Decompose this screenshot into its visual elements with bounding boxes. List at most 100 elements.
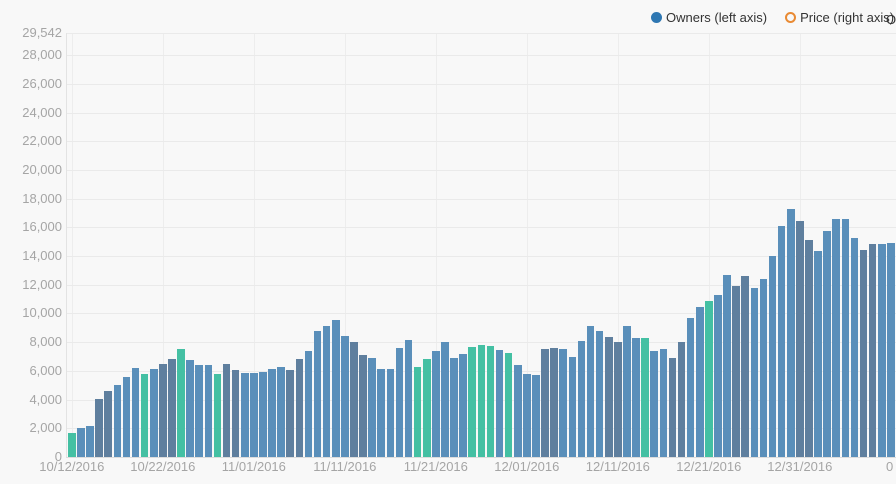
owners-bar[interactable] — [632, 338, 640, 457]
owners-bar[interactable] — [504, 353, 513, 457]
owners-bar[interactable] — [168, 359, 176, 457]
owners-bar[interactable] — [213, 374, 222, 457]
owners-bar[interactable] — [550, 348, 558, 457]
owners-bar[interactable] — [650, 351, 659, 457]
vertical-gridline — [71, 33, 73, 457]
legend-item-price[interactable]: Price (right axis) — [785, 10, 894, 25]
owners-bar[interactable] — [805, 240, 813, 457]
owners-bar[interactable] — [604, 337, 613, 457]
owners-bar[interactable] — [568, 357, 577, 457]
owners-bar[interactable] — [131, 368, 140, 457]
owners-bar[interactable] — [541, 349, 549, 457]
owners-bar[interactable] — [877, 244, 886, 457]
owners-bar[interactable] — [322, 326, 331, 457]
owners-bar[interactable] — [304, 351, 313, 457]
owners-bar[interactable] — [86, 426, 94, 457]
owners-bar[interactable] — [532, 375, 540, 457]
owners-bar[interactable] — [68, 433, 76, 457]
owners-bar[interactable] — [331, 320, 340, 457]
owners-bar[interactable] — [149, 369, 158, 457]
owners-bar[interactable] — [841, 219, 850, 457]
owners-bar[interactable] — [887, 243, 895, 457]
y-axis-label: 14,000 — [22, 248, 62, 263]
owners-bar[interactable] — [422, 359, 431, 457]
owners-bar[interactable] — [586, 326, 595, 457]
owners-bar[interactable] — [796, 221, 804, 457]
owners-bar[interactable] — [195, 365, 204, 457]
owners-bar[interactable] — [140, 374, 149, 457]
owners-bar[interactable] — [850, 238, 859, 457]
owners-bar[interactable] — [295, 359, 304, 457]
owners-bar[interactable] — [259, 372, 267, 457]
owners-bar[interactable] — [104, 391, 113, 457]
owners-bar[interactable] — [204, 365, 213, 457]
owners-bar[interactable] — [77, 428, 85, 457]
owners-bar[interactable] — [177, 349, 185, 457]
legend-item-owners[interactable]: Owners (left axis) — [651, 10, 767, 25]
owners-bar[interactable] — [832, 219, 841, 457]
owners-bar[interactable] — [486, 346, 495, 457]
owners-bar[interactable] — [313, 331, 322, 457]
owners-bar[interactable] — [786, 209, 795, 457]
owners-bar[interactable] — [413, 367, 422, 457]
x-axis-label: 10/22/2016 — [130, 459, 196, 474]
owners-bar[interactable] — [386, 369, 395, 457]
owners-bar[interactable] — [523, 374, 531, 457]
owners-bar[interactable] — [750, 288, 759, 457]
owners-bar[interactable] — [231, 370, 240, 457]
owners-bar[interactable] — [186, 360, 194, 457]
owners-bar[interactable] — [513, 365, 522, 457]
owners-bar[interactable] — [277, 367, 285, 457]
owners-bar[interactable] — [723, 275, 731, 457]
owners-bar[interactable] — [741, 276, 750, 457]
owners-bar[interactable] — [404, 340, 413, 457]
owners-bar[interactable] — [623, 326, 631, 457]
owners-bar[interactable] — [686, 318, 695, 457]
owners-bar[interactable] — [677, 342, 686, 457]
owners-bar[interactable] — [240, 373, 249, 457]
owners-bar[interactable] — [768, 256, 777, 457]
owners-bar[interactable] — [159, 364, 167, 457]
owners-bar[interactable] — [814, 251, 822, 457]
owners-bar[interactable] — [395, 348, 404, 457]
owners-bar[interactable] — [732, 286, 740, 457]
owners-bar[interactable] — [286, 370, 295, 457]
owners-bar[interactable] — [714, 295, 722, 457]
owners-bar[interactable] — [559, 349, 568, 457]
owners-bar[interactable] — [441, 342, 449, 457]
owners-bar[interactable] — [868, 244, 877, 457]
owners-bar[interactable] — [759, 279, 768, 457]
owners-bar[interactable] — [614, 342, 622, 457]
owners-bar[interactable] — [122, 377, 131, 457]
owners-bar[interactable] — [459, 354, 467, 457]
owners-bar[interactable] — [113, 385, 122, 457]
owners-bar[interactable] — [668, 358, 677, 457]
owners-bar[interactable] — [268, 369, 276, 457]
owners-bar[interactable] — [777, 226, 786, 457]
owners-bar[interactable] — [823, 231, 831, 457]
owners-bar[interactable] — [705, 301, 713, 457]
owners-bar[interactable] — [432, 351, 440, 457]
owners-bar[interactable] — [368, 358, 376, 457]
owners-bar[interactable] — [350, 342, 358, 457]
owners-bar[interactable] — [495, 350, 504, 457]
x-axis-label: 12/01/2016 — [494, 459, 560, 474]
owners-bar[interactable] — [222, 364, 231, 457]
owners-bar[interactable] — [595, 331, 604, 457]
owners-bar[interactable] — [450, 358, 458, 457]
owners-bar[interactable] — [577, 341, 586, 457]
vertical-gridline — [708, 33, 710, 457]
owners-bar[interactable] — [341, 336, 349, 457]
owners-bar[interactable] — [641, 338, 649, 457]
owners-bar[interactable] — [377, 369, 386, 457]
owners-bar[interactable] — [859, 250, 868, 457]
owners-bar[interactable] — [359, 355, 367, 457]
x-axis-label: 11/21/2016 — [403, 459, 468, 474]
legend-item-clipped[interactable]: O — [886, 12, 896, 27]
owners-bar[interactable] — [477, 345, 486, 457]
owners-bar[interactable] — [695, 307, 704, 457]
owners-bar[interactable] — [659, 349, 668, 457]
owners-bar[interactable] — [468, 347, 477, 457]
owners-bar[interactable] — [95, 399, 103, 457]
owners-bar[interactable] — [250, 373, 258, 457]
